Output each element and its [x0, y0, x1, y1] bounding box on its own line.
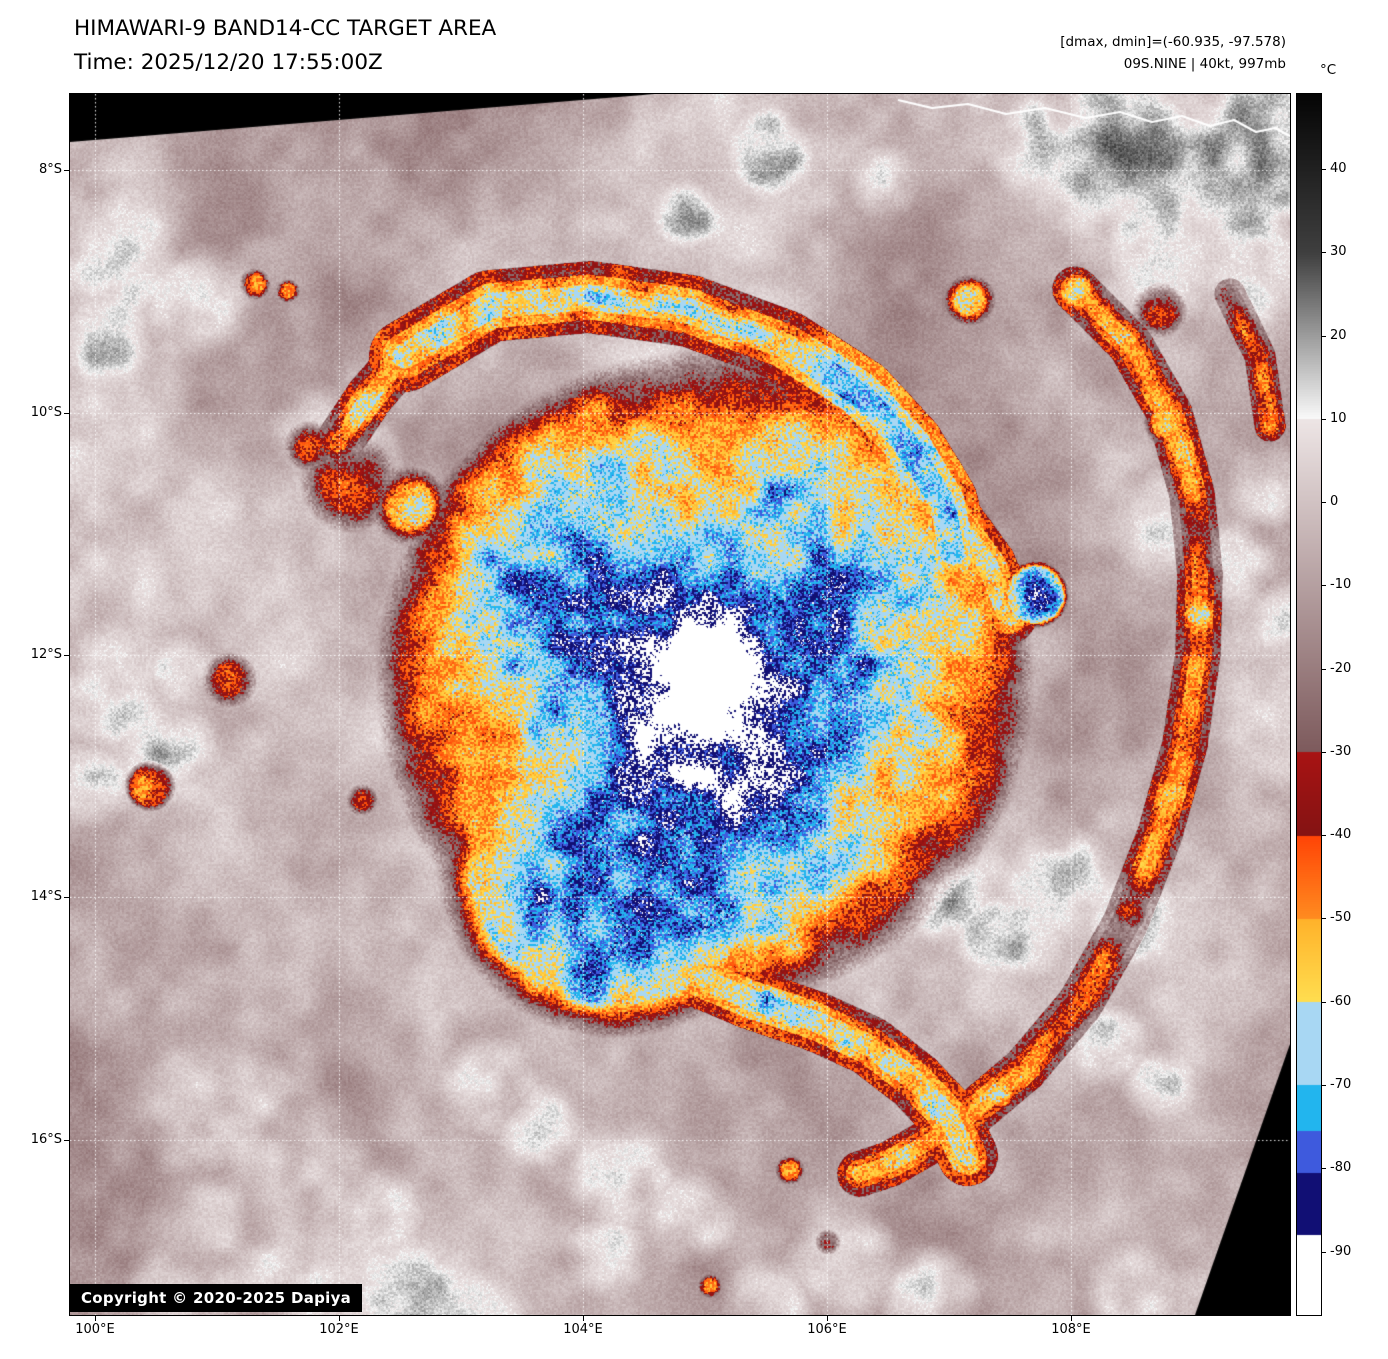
colorbar-tick	[1322, 1002, 1326, 1003]
colorbar-tick-label: 20	[1330, 328, 1347, 343]
colorbar-tick-label: -30	[1330, 744, 1352, 759]
y-axis-tick-label: 12°S	[30, 647, 62, 662]
colorbar-tick	[1322, 336, 1326, 337]
copyright-badge: Copyright © 2020-2025 Dapiya	[70, 1284, 363, 1312]
colorbar-tick	[1322, 1085, 1326, 1086]
y-axis-tick-label: 10°S	[30, 405, 62, 420]
x-axis-tick	[827, 1316, 828, 1321]
colorbar-tick-label: 0	[1330, 494, 1339, 509]
x-axis-tick-label: 100°E	[75, 1322, 115, 1337]
x-axis-tick	[339, 1316, 340, 1321]
colorbar-tick	[1322, 1168, 1326, 1169]
colorbar-tick	[1322, 502, 1326, 503]
storm-info-readout: 09S.NINE | 40kt, 997mb	[1123, 56, 1286, 72]
x-axis-tick-label: 104°E	[563, 1322, 603, 1337]
y-axis-tick-label: 8°S	[38, 162, 62, 177]
x-axis-tick	[95, 1316, 96, 1321]
dmax-dmin-readout: [dmax, dmin]=(-60.935, -97.578)	[1060, 34, 1286, 50]
map-frame: Copyright © 2020-2025 Dapiya	[69, 93, 1291, 1316]
colorbar-tick-label: -90	[1330, 1244, 1352, 1259]
x-axis-tick	[1071, 1316, 1072, 1321]
colorbar-tick-label: -60	[1330, 994, 1352, 1009]
x-axis-tick	[583, 1316, 584, 1321]
figure-title: HIMAWARI-9 BAND14-CC TARGET AREA	[74, 16, 497, 41]
colorbar-tick	[1322, 752, 1326, 753]
colorbar-tick-label: -80	[1330, 1160, 1352, 1175]
colorbar-tick-label: -50	[1330, 910, 1352, 925]
colorbar-tick	[1322, 835, 1326, 836]
colorbar-tick-label: 30	[1330, 244, 1347, 259]
colorbar-tick	[1322, 252, 1326, 253]
colorbar-tick	[1322, 585, 1326, 586]
colorbar-tick	[1322, 419, 1326, 420]
y-axis-tick	[64, 1140, 69, 1141]
colorbar-tick-label: -20	[1330, 661, 1352, 676]
y-axis-tick	[64, 655, 69, 656]
x-axis-tick-label: 106°E	[807, 1322, 847, 1337]
y-axis-tick-label: 14°S	[30, 889, 62, 904]
readout-block: [dmax, dmin]=(-60.935, -97.578) 09S.NINE…	[1060, 31, 1286, 75]
y-axis-tick	[64, 897, 69, 898]
colorbar-tick	[1322, 918, 1326, 919]
colorbar-tick-label: 10	[1330, 411, 1347, 426]
colorbar-gradient	[1297, 94, 1321, 1315]
colorbar-tick	[1322, 669, 1326, 670]
x-axis-tick-label: 102°E	[319, 1322, 359, 1337]
colorbar-tick-label: -70	[1330, 1077, 1352, 1092]
colorbar-tick	[1322, 1252, 1326, 1253]
colorbar-tick-label: 40	[1330, 161, 1347, 176]
colorbar-unit-label: °C	[1320, 62, 1337, 78]
colorbar-tick-label: -40	[1330, 827, 1352, 842]
satellite-ir-image	[70, 94, 1290, 1315]
x-axis-tick-label: 108°E	[1051, 1322, 1091, 1337]
y-axis-tick-label: 16°S	[30, 1132, 62, 1147]
y-axis-tick	[64, 413, 69, 414]
colorbar-frame	[1296, 93, 1322, 1316]
colorbar-tick-label: -10	[1330, 577, 1352, 592]
colorbar-tick	[1322, 169, 1326, 170]
y-axis-tick	[64, 170, 69, 171]
figure-time: Time: 2025/12/20 17:55:00Z	[74, 50, 383, 75]
